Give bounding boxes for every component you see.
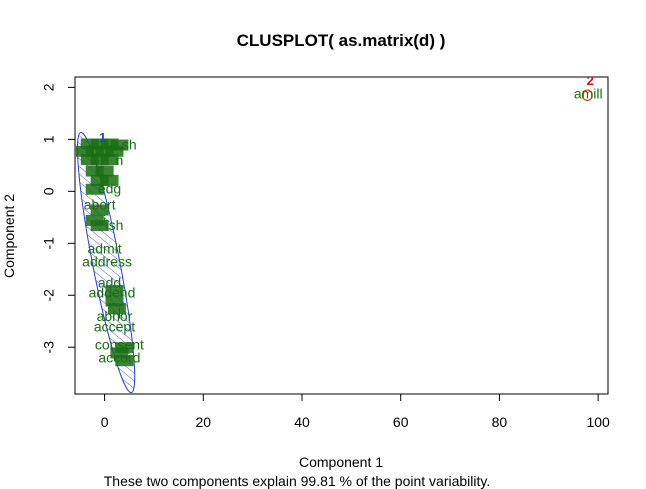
point-label-blob bbox=[85, 183, 104, 195]
point-label-blob bbox=[105, 285, 124, 297]
y-axis-label: Component 2 bbox=[1, 194, 17, 278]
point-label-blob bbox=[110, 139, 129, 151]
point-label-blob bbox=[90, 138, 109, 150]
point-label: i bbox=[103, 212, 106, 228]
point-label-blob bbox=[110, 347, 129, 359]
cluster-ellipse bbox=[77, 131, 136, 394]
point-label-blob bbox=[100, 138, 119, 150]
y-tick-label: -3 bbox=[41, 341, 57, 354]
chart-title: CLUSPLOT( as.matrix(d) ) bbox=[237, 31, 446, 50]
cluster-ellipses bbox=[77, 89, 593, 394]
y-axis: -3 -2 -1 0 1 2 bbox=[41, 83, 76, 354]
point-label-blob bbox=[80, 138, 99, 150]
y-tick-label: 1 bbox=[41, 135, 57, 143]
x-tick-label: 40 bbox=[294, 414, 310, 430]
cluster-ellipse bbox=[581, 89, 593, 101]
point-label-blob bbox=[75, 145, 94, 157]
x-axis: 0 20 40 60 80 100 bbox=[101, 393, 610, 430]
y-tick-label: -2 bbox=[41, 289, 57, 302]
x-tick-label: 20 bbox=[196, 414, 212, 430]
point-label: edg bbox=[98, 181, 121, 197]
variability-caption: These two components explain 99.81 % of … bbox=[104, 473, 491, 489]
point-label: sh bbox=[122, 137, 137, 153]
y-tick-label: 2 bbox=[41, 83, 57, 91]
point-label-blob bbox=[85, 145, 104, 157]
x-tick-label: 0 bbox=[101, 414, 109, 430]
y-tick-label: 0 bbox=[41, 187, 57, 195]
point-label-blob bbox=[105, 145, 124, 157]
cluster-number: 1 bbox=[99, 130, 106, 145]
cluster-number: 2 bbox=[587, 73, 594, 88]
point-label: l bbox=[118, 305, 121, 321]
x-axis-label: Component 1 bbox=[299, 454, 383, 470]
point-label-blob bbox=[95, 165, 114, 177]
point-label-blob bbox=[115, 355, 134, 367]
point-label-blob bbox=[95, 145, 114, 157]
y-tick-label: -1 bbox=[41, 237, 57, 250]
point-label-blob bbox=[107, 303, 126, 315]
point-label-blob bbox=[105, 295, 124, 307]
point-label: admit bbox=[87, 240, 121, 256]
point-label-blob bbox=[90, 220, 109, 232]
point-label-blob bbox=[100, 154, 119, 166]
point-label: abhor bbox=[97, 308, 133, 324]
point-label: addend bbox=[89, 285, 136, 301]
point-label: amill bbox=[574, 86, 603, 102]
point-label-blob bbox=[90, 154, 109, 166]
point-label: ish bbox=[106, 217, 124, 233]
plot-frame bbox=[74, 76, 609, 395]
x-tick-label: 80 bbox=[492, 414, 508, 430]
x-tick-label: 60 bbox=[393, 414, 409, 430]
point-label: address bbox=[82, 253, 132, 269]
point-label: accept bbox=[94, 318, 135, 334]
point-label-blob bbox=[80, 154, 99, 166]
point-label-blob bbox=[90, 174, 109, 186]
point-label-blob bbox=[90, 204, 109, 216]
point-label-blob bbox=[100, 174, 119, 186]
point-label: n bbox=[116, 152, 124, 168]
point-label-blob bbox=[85, 165, 104, 177]
x-tick-label: 100 bbox=[586, 414, 610, 430]
